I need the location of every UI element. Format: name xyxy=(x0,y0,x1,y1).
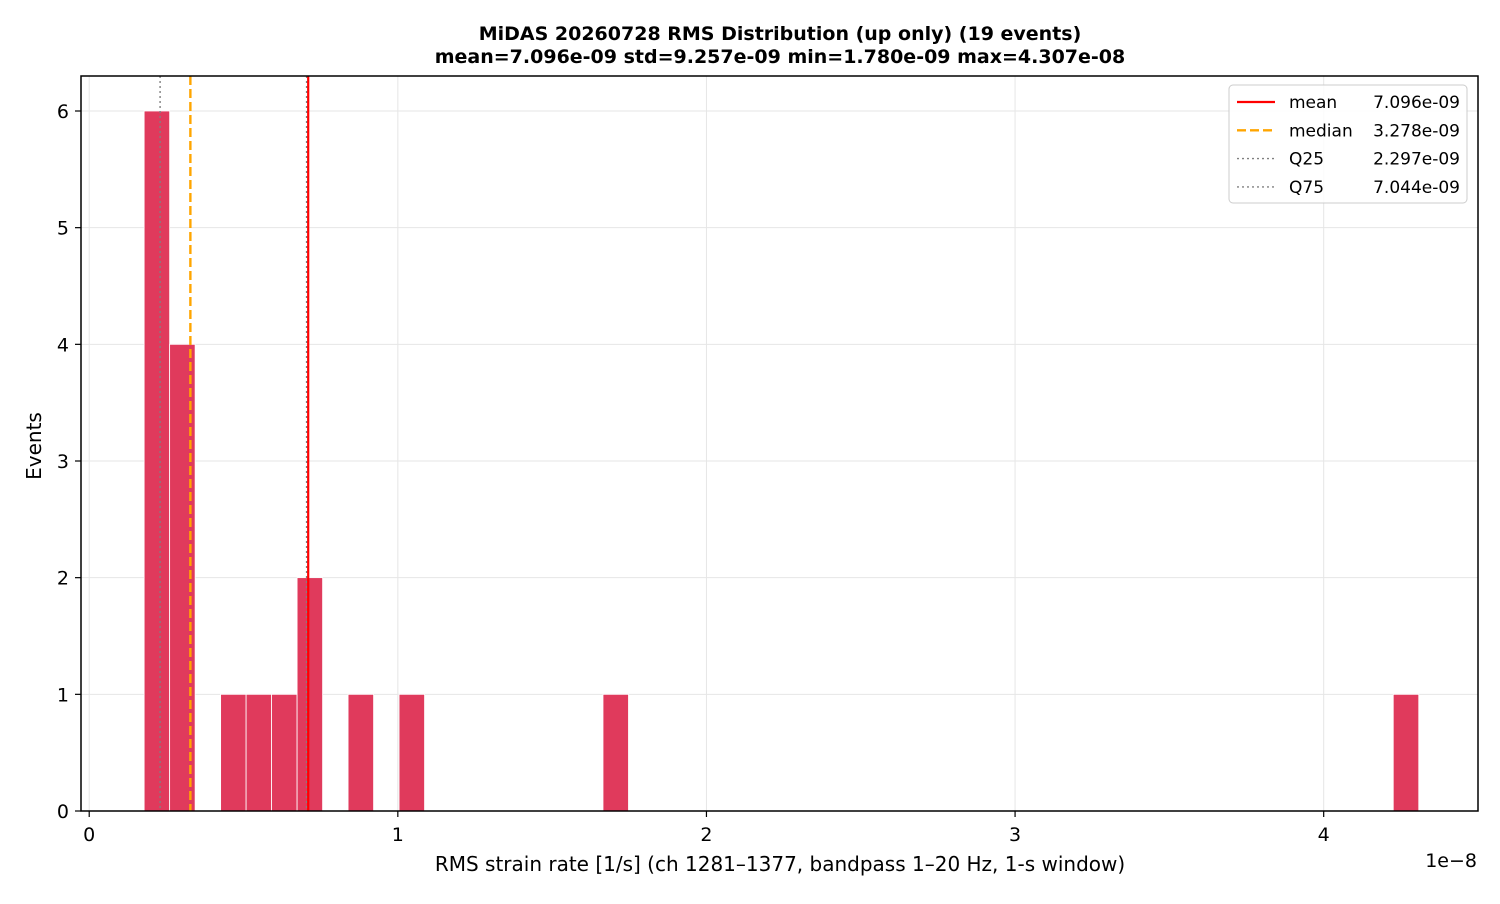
legend-q25-label: Q25 xyxy=(1289,150,1324,170)
y-tick-label: 2 xyxy=(57,568,69,590)
x-tick-label: 0 xyxy=(83,824,95,846)
y-tick-label: 0 xyxy=(57,801,69,823)
x-tick-label: 4 xyxy=(1318,824,1330,846)
legend-mean-value: 7.096e-09 xyxy=(1373,93,1460,113)
legend-q25-value: 2.297e-09 xyxy=(1373,150,1460,170)
legend-box xyxy=(1228,84,1468,204)
y-axis-label: Events xyxy=(22,412,46,480)
y-tick-label: 1 xyxy=(57,684,69,706)
y-ticks-layer: 0 1 2 3 4 5 6 xyxy=(57,101,81,823)
histogram-bar xyxy=(602,693,629,812)
legend-median-label: median xyxy=(1289,121,1353,141)
x-tick-label: 3 xyxy=(1009,824,1021,846)
chart-legend: mean 7.096e-09 median 3.278e-09 Q25 2.297e-09… xyxy=(1228,84,1468,204)
bars-layer xyxy=(143,110,1420,812)
histogram-bar xyxy=(347,693,374,812)
y-tick-label: 4 xyxy=(57,334,69,356)
legend-q75-label: Q75 xyxy=(1289,178,1324,198)
chart-subtitle: mean=7.096e-09 std=9.257e-09 min=1.780e-… xyxy=(435,46,1126,68)
legend-median-value: 3.278e-09 xyxy=(1373,121,1460,141)
y-tick-label: 3 xyxy=(57,451,69,473)
x-tick-label: 2 xyxy=(700,824,712,846)
histogram-bar xyxy=(143,110,171,812)
histogram-bar xyxy=(296,577,323,812)
reference-lines-layer xyxy=(159,76,310,811)
legend-q75-value: 7.044e-09 xyxy=(1373,178,1460,198)
histogram-bar xyxy=(220,693,247,812)
y-tick-label: 5 xyxy=(57,218,69,240)
legend-mean-label: mean xyxy=(1289,93,1337,113)
histogram-bar xyxy=(245,693,273,812)
x-axis-offset-label: 1e−8 xyxy=(1425,850,1477,872)
histogram-bar xyxy=(1392,693,1420,812)
plot-frame xyxy=(80,75,1479,812)
x-ticks-layer: 0 1 2 3 4 xyxy=(83,811,1330,846)
chart-title: MiDAS 20260728 RMS Distribution (up only… xyxy=(479,23,1082,45)
x-axis-label: RMS strain rate [1/s] (ch 1281–1377, ban… xyxy=(435,852,1125,876)
histogram-bar xyxy=(271,693,298,812)
x-tick-label: 1 xyxy=(392,824,404,846)
y-tick-label: 6 xyxy=(57,101,69,123)
histogram-bar xyxy=(398,693,425,812)
